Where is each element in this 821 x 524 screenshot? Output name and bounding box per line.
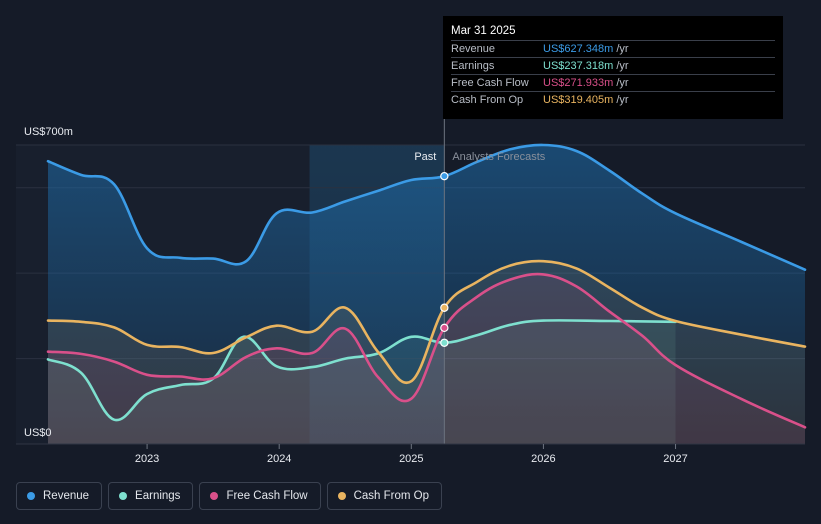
tooltip-value: US$319.405m	[543, 94, 614, 106]
legend-dot-icon	[119, 492, 128, 500]
legend-item-revenue[interactable]: Revenue	[16, 482, 103, 510]
line-free-cash-flow	[46, 272, 807, 429]
tooltip-row-earnings: Earnings US$237.318m /yr	[451, 57, 775, 74]
area-revenue	[48, 144, 805, 444]
tooltip-row-cash-from-op: Cash From Op US$319.405m /yr	[451, 91, 775, 108]
legend-item-cash-from-op[interactable]: Cash From Op	[326, 482, 443, 510]
x-tick-label: 2025	[399, 453, 423, 465]
y-axis-top-label: US$700m	[24, 126, 73, 138]
series-lines	[46, 143, 807, 429]
x-tick-label: 2027	[663, 453, 687, 465]
tooltip-value: US$271.933m	[543, 77, 614, 89]
tooltip-label: Free Cash Flow	[451, 77, 529, 89]
tooltip-value: US$627.348m	[543, 43, 614, 55]
legend-label: Revenue	[43, 490, 90, 502]
tooltip-row-free-cash-flow: Free Cash Flow US$271.933m /yr	[451, 74, 775, 91]
y-axis-bottom-label: US$0	[24, 427, 52, 439]
tooltip-label: Cash From Op	[451, 94, 524, 106]
tooltip-date: Mar 31 2025	[451, 25, 516, 37]
marker-free-cash-flow	[440, 323, 449, 333]
tooltip-markers	[440, 171, 449, 347]
tooltip-unit: /yr	[616, 60, 629, 72]
past-label: Past	[414, 151, 436, 163]
area-earnings	[48, 320, 676, 444]
x-tick-label: 2026	[531, 453, 555, 465]
legend-label: Cash From Op	[353, 490, 430, 502]
analysts-forecasts-label: Analysts Forecasts	[452, 151, 545, 163]
legend-item-earnings[interactable]: Earnings	[108, 482, 194, 510]
legend-dot-icon	[337, 492, 346, 500]
x-tick-label: 2024	[267, 453, 291, 465]
tooltip-unit: /yr	[616, 94, 629, 106]
legend-label: Free Cash Flow	[226, 490, 308, 502]
line-earnings	[46, 319, 677, 422]
legend-item-free-cash-flow[interactable]: Free Cash Flow	[199, 482, 321, 510]
tooltip-unit: /yr	[616, 77, 629, 89]
legend-dot-icon	[210, 492, 219, 500]
x-tick-label: 2023	[135, 453, 159, 465]
legend-dot-icon	[27, 492, 35, 500]
tooltip-label: Earnings	[451, 60, 495, 72]
marker-earnings	[440, 338, 449, 347]
legend-label: Earnings	[135, 490, 181, 502]
tooltip-value: US$237.318m	[543, 60, 614, 72]
tooltip-label: Revenue	[451, 43, 496, 55]
line-cash-from-op	[46, 259, 807, 385]
marker-revenue	[440, 171, 449, 181]
marker-cash-from-op	[440, 303, 449, 312]
tooltip-unit: /yr	[616, 43, 629, 55]
line-revenue	[46, 143, 807, 271]
tooltip: Mar 31 2025 Revenue US$627.348m /yr Earn…	[443, 16, 783, 119]
x-axis: 2023 2024 2025 2026 2027	[16, 443, 805, 465]
tooltip-row-revenue: Revenue US$627.348m /yr	[451, 40, 775, 57]
legend: Revenue Earnings Free Cash Flow Cash Fro…	[16, 482, 443, 510]
